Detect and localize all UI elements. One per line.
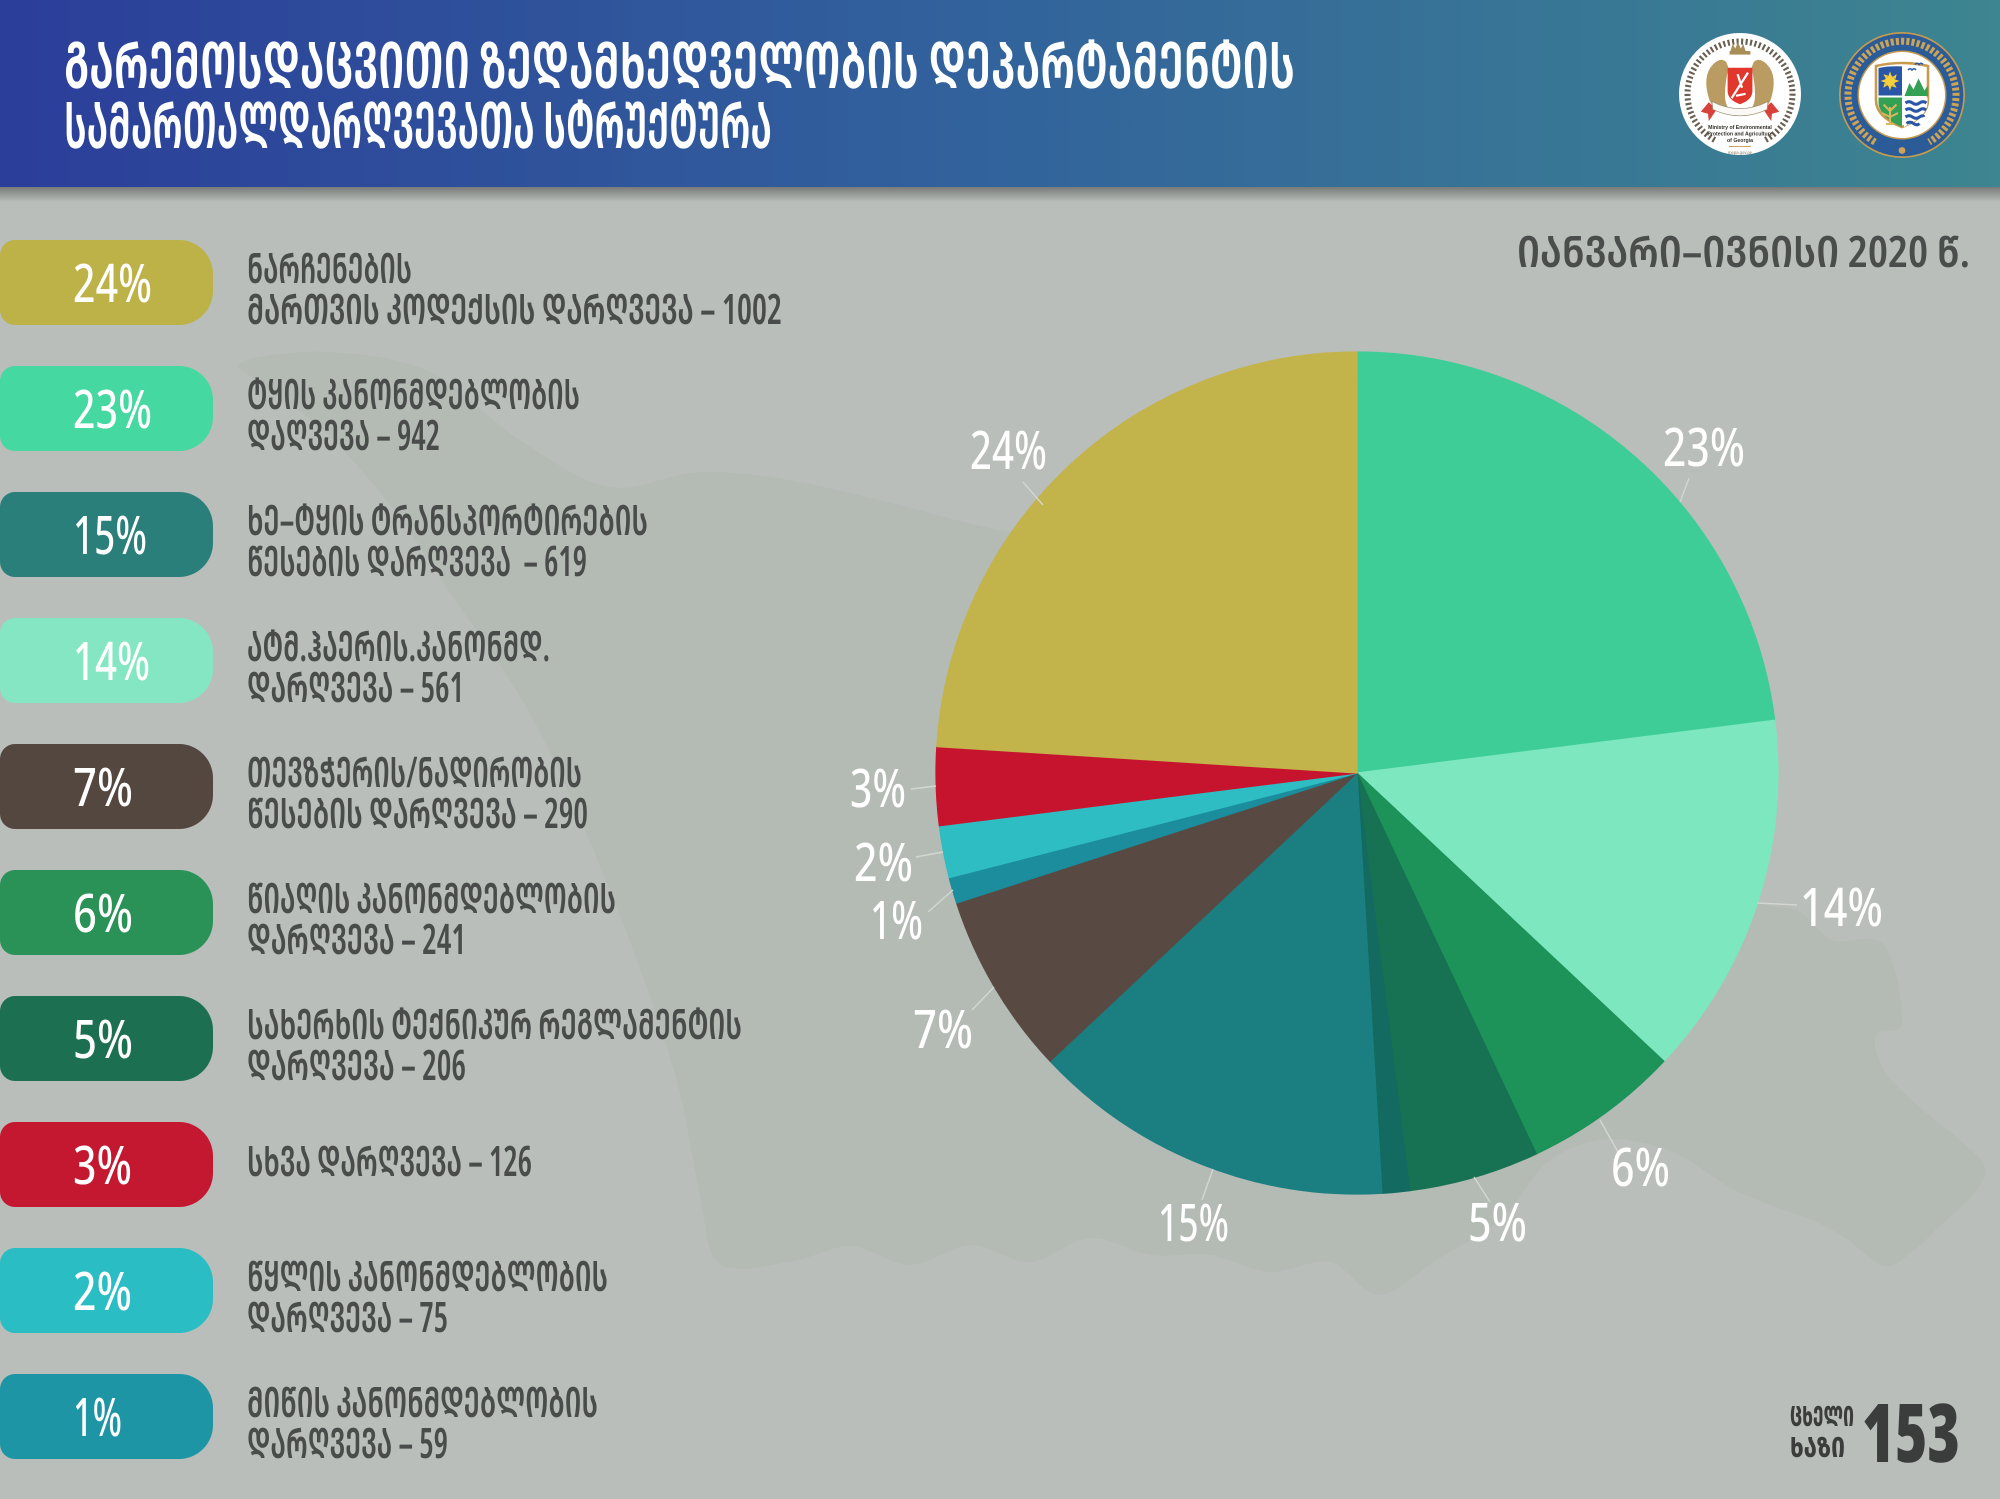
svg-text:mepa.gov.ge: mepa.gov.ge xyxy=(1728,150,1753,155)
svg-text:Ministry of Environmental: Ministry of Environmental xyxy=(1708,125,1772,131)
svg-text:of Georgia: of Georgia xyxy=(1727,138,1753,144)
svg-text:Protection and Agriculture: Protection and Agriculture xyxy=(1707,132,1772,138)
